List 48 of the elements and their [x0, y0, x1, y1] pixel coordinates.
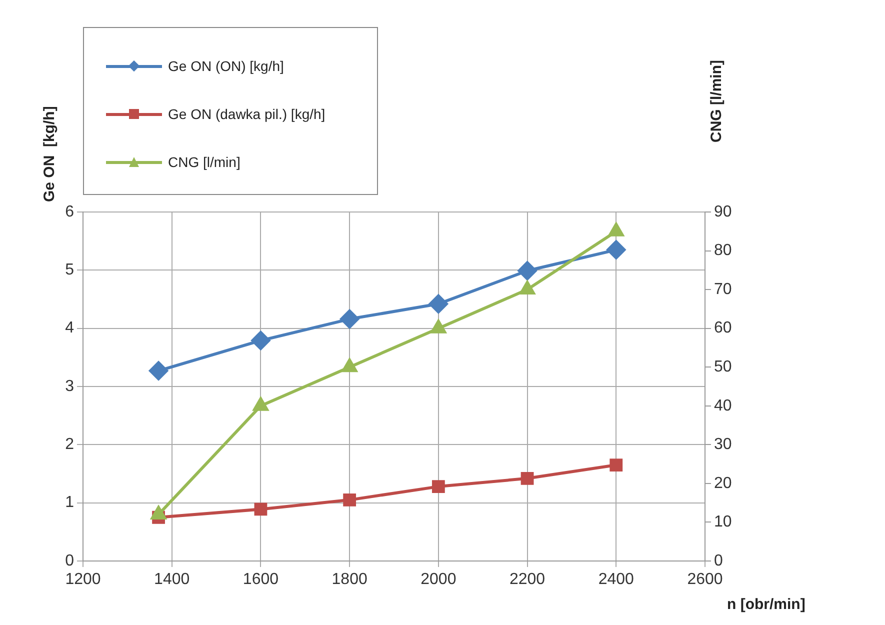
point	[430, 320, 446, 334]
legend-label: CNG [l/min]	[168, 154, 240, 170]
y2-tick-label: 80	[714, 242, 732, 260]
point	[606, 240, 626, 260]
x-tick-label: 1600	[242, 571, 279, 588]
y2-tick-label: 30	[714, 436, 732, 454]
y-tick-label: 4	[65, 320, 74, 337]
y2-tick-label: 60	[714, 320, 732, 337]
y2-tick-label: 10	[714, 514, 732, 531]
x-tick-label: 1400	[154, 571, 190, 588]
y2-tick-label: 0	[714, 552, 723, 570]
y2-tick-label: 50	[714, 358, 732, 376]
point	[253, 397, 268, 411]
point	[150, 506, 166, 520]
y2-tick-label: 90	[714, 203, 732, 220]
y-tick-label: 5	[65, 262, 74, 279]
y-axis-title: Ge ON [kg/h]	[41, 106, 58, 202]
y-tick-label: 2	[65, 436, 74, 454]
point	[254, 502, 268, 516]
point	[342, 358, 358, 372]
x-tick-label: 2000	[420, 571, 456, 588]
x-tick-label: 1800	[332, 571, 368, 588]
x-tick-label: 2400	[598, 571, 634, 588]
y-tick-label: 0	[65, 552, 74, 570]
x-tick-label: 1200	[65, 571, 101, 588]
y-tick-label: 3	[65, 378, 74, 395]
legend-label: Ge ON (dawka pil.) [kg/h]	[168, 106, 326, 122]
point	[251, 331, 270, 350]
point	[520, 281, 535, 295]
point	[518, 261, 537, 280]
point	[608, 222, 624, 236]
point	[432, 480, 445, 493]
x-tick-label: 2200	[509, 571, 546, 588]
x-axis-title: n [obr/min]	[727, 596, 806, 614]
point	[520, 472, 534, 485]
y-tick-label: 1	[65, 494, 74, 512]
y-tick-label: 6	[65, 203, 74, 220]
point	[428, 294, 448, 314]
point	[149, 361, 168, 380]
point	[340, 310, 360, 329]
legend-label: Ge ON (ON) [kg/h]	[168, 58, 284, 74]
y2-tick-label: 70	[714, 280, 732, 298]
y2-tick-label: 20	[714, 474, 732, 492]
point	[610, 458, 623, 472]
x-tick-label: 2600	[687, 571, 723, 588]
y2-axis-title: CNG [l/min]	[708, 60, 726, 142]
point	[343, 493, 356, 506]
y2-tick-label: 40	[714, 397, 732, 414]
